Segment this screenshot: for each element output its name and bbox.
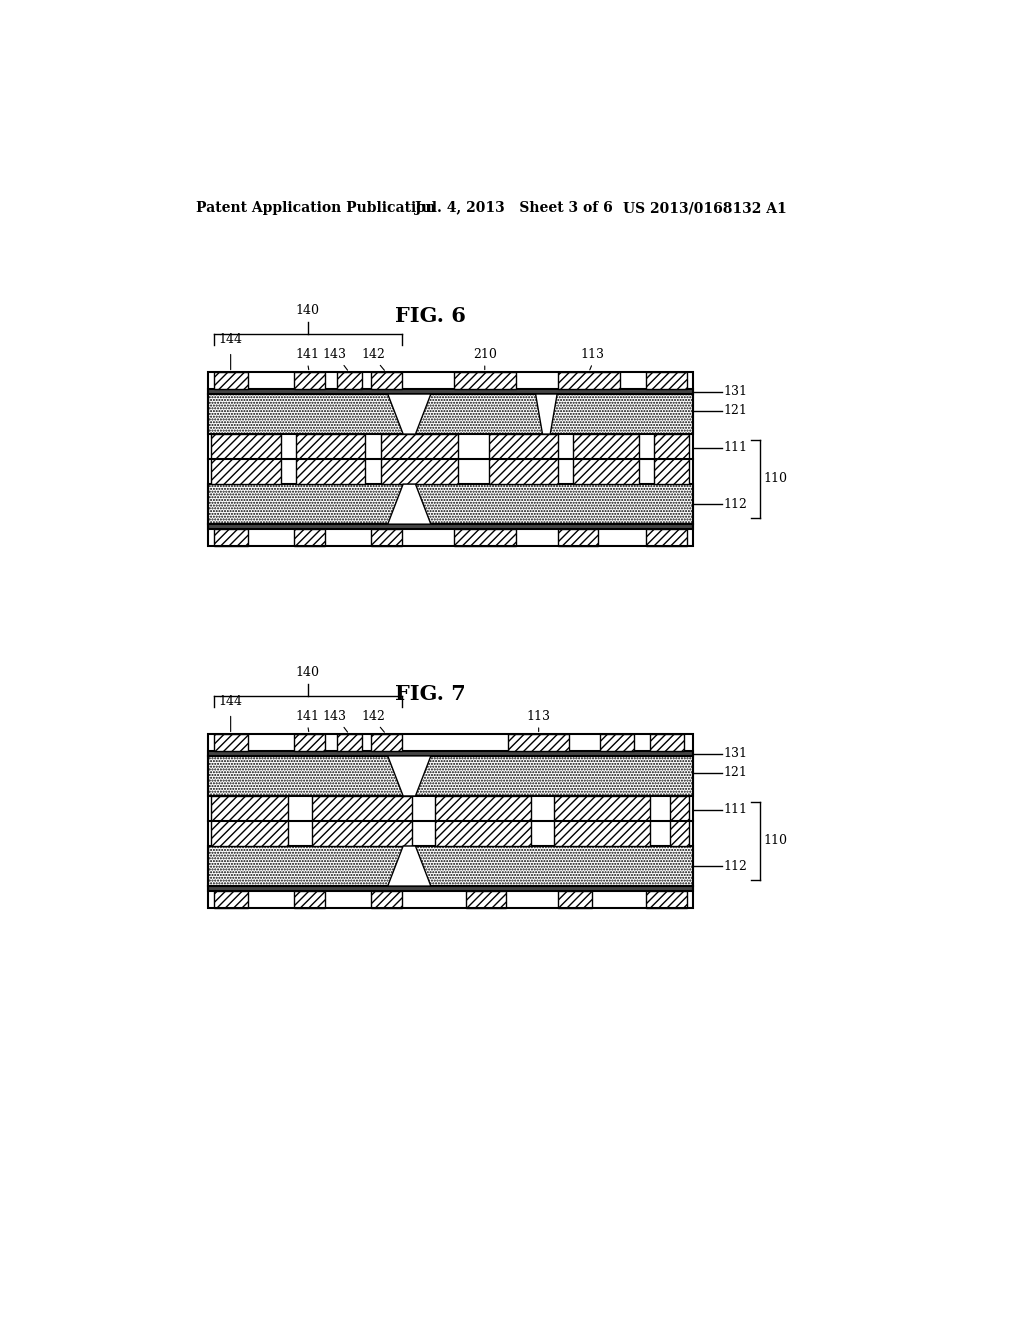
Bar — [646, 372, 686, 389]
Polygon shape — [554, 796, 650, 846]
Text: 131: 131 — [724, 385, 748, 399]
Bar — [454, 529, 515, 545]
Text: 110: 110 — [764, 834, 787, 847]
Polygon shape — [670, 796, 689, 846]
Polygon shape — [654, 434, 689, 484]
Bar — [466, 891, 506, 908]
Bar — [294, 891, 325, 908]
Text: 110: 110 — [764, 473, 787, 486]
Text: FIG. 6: FIG. 6 — [395, 306, 466, 326]
Polygon shape — [435, 796, 531, 846]
Bar — [208, 524, 692, 529]
Bar — [208, 734, 692, 908]
Text: 210: 210 — [473, 348, 497, 360]
Bar — [214, 372, 248, 389]
Bar — [208, 389, 692, 395]
Polygon shape — [536, 395, 557, 434]
Bar — [558, 891, 592, 908]
Bar — [371, 372, 401, 389]
Text: 140: 140 — [296, 665, 319, 678]
Bar — [214, 529, 248, 545]
Text: 112: 112 — [724, 498, 748, 511]
Text: 131: 131 — [724, 747, 748, 760]
Bar — [214, 734, 248, 751]
Bar — [558, 372, 620, 389]
Text: 143: 143 — [323, 348, 346, 360]
Bar — [558, 529, 598, 545]
Bar — [208, 372, 692, 545]
Text: 121: 121 — [724, 404, 748, 417]
Text: 111: 111 — [724, 804, 748, 816]
Text: FIG. 7: FIG. 7 — [395, 684, 466, 704]
Bar — [208, 846, 692, 886]
Bar — [294, 734, 325, 751]
Bar — [646, 529, 686, 545]
Text: 141: 141 — [296, 348, 319, 360]
Text: 144: 144 — [219, 333, 243, 346]
Polygon shape — [381, 434, 458, 484]
Bar — [208, 756, 692, 796]
Text: Patent Application Publication: Patent Application Publication — [196, 202, 435, 215]
Text: 140: 140 — [296, 304, 319, 317]
Bar — [208, 886, 692, 891]
Text: 142: 142 — [361, 710, 385, 723]
Text: 112: 112 — [724, 859, 748, 873]
Polygon shape — [296, 434, 366, 484]
Text: 143: 143 — [323, 710, 346, 723]
Polygon shape — [488, 434, 558, 484]
Bar — [371, 529, 401, 545]
Polygon shape — [311, 796, 412, 846]
Text: 121: 121 — [724, 767, 748, 779]
Bar — [337, 734, 361, 751]
Polygon shape — [388, 395, 431, 434]
Polygon shape — [388, 846, 431, 886]
Bar — [371, 734, 401, 751]
Bar — [371, 891, 401, 908]
Bar — [214, 891, 248, 908]
Bar — [650, 734, 684, 751]
Text: 144: 144 — [219, 696, 243, 708]
Bar — [208, 395, 692, 434]
Bar — [208, 484, 692, 524]
Text: US 2013/0168132 A1: US 2013/0168132 A1 — [624, 202, 787, 215]
Bar — [646, 891, 686, 908]
Bar — [508, 734, 569, 751]
Text: Jul. 4, 2013   Sheet 3 of 6: Jul. 4, 2013 Sheet 3 of 6 — [416, 202, 613, 215]
Bar — [294, 529, 325, 545]
Bar — [600, 734, 634, 751]
Polygon shape — [388, 484, 431, 524]
Polygon shape — [573, 434, 639, 484]
Polygon shape — [211, 434, 281, 484]
Bar — [294, 372, 325, 389]
Bar — [337, 372, 361, 389]
Bar — [454, 372, 515, 389]
Text: 141: 141 — [296, 710, 319, 723]
Polygon shape — [388, 756, 431, 796]
Bar — [208, 751, 692, 756]
Text: 111: 111 — [724, 441, 748, 454]
Polygon shape — [211, 796, 289, 846]
Text: 142: 142 — [361, 348, 385, 360]
Text: 113: 113 — [581, 348, 604, 360]
Text: 113: 113 — [526, 710, 551, 723]
